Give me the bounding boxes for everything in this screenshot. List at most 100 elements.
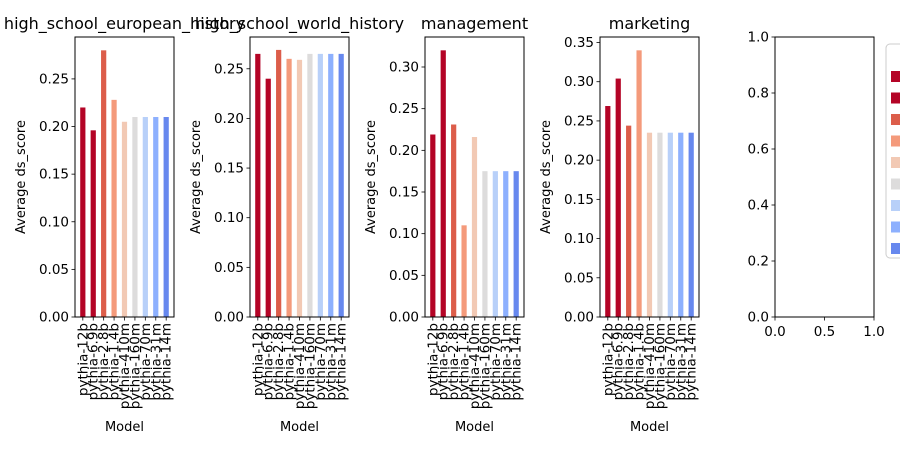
x-tick-label: pythia-1.4b [107,323,123,400]
bar-pythia-410m [296,59,303,318]
x-tick-label: pythia-6.9b [436,323,452,400]
bar-pythia-70m [492,171,498,317]
y-tick-label: 0.15 [564,192,594,208]
plot-frame [774,36,875,318]
bar-pythia-1.4b [636,50,642,317]
x-tick-label: pythia-12b [250,323,266,396]
y-tick-label: 0.20 [389,143,419,159]
x-tick-label: pythia-14m [684,323,700,401]
y-axis-label: Average ds_score [14,120,29,234]
legend-swatch [891,178,900,190]
y-tick-label: 0.30 [389,60,419,76]
y-axis-label: Average ds_score [539,120,554,234]
bar-pythia-160m [657,132,663,317]
bar-pythia-6.9b [265,78,271,317]
bar-pythia-2.8b [276,49,282,317]
y-tick-label: 0.25 [389,101,419,117]
bar-pythia-70m [142,117,148,317]
x-tick-label: pythia-6.9b [86,323,102,400]
bar-pythia-6.9b [90,130,96,317]
y-axis-label: Average ds_score [189,120,204,234]
bar-pythia-2.8b [451,124,457,317]
bar-pythia-1.4b [286,58,292,318]
bar-pythia-410m [646,132,653,317]
y-tick-label: 0.10 [39,214,69,230]
bar-pythia-14m [513,171,519,317]
x-tick-label: pythia-2.8b [621,323,637,400]
y-tick-label: 0.25 [564,113,594,129]
bar-pythia-31m [678,132,684,317]
bar-pythia-6.9b [440,50,446,317]
x-tick-label: pythia-1.4b [457,323,473,400]
panel-3: 0.000.050.100.150.200.250.30pythia-12bpy… [364,14,528,435]
bar-pythia-6.9b [615,78,621,317]
bar-pythia-160m [132,117,138,317]
bar-pythia-31m [153,117,159,317]
x-tick-label: pythia-410m [642,323,658,409]
y-tick-label: 0.05 [564,270,594,286]
x-tick-label: pythia-160m [302,323,318,409]
y-tick-label: 0.25 [39,71,69,87]
x-tick-label: pythia-70m [663,323,679,401]
x-tick-label: pythia-1.4b [282,323,298,400]
x-tick-label: pythia-2.8b [446,323,462,400]
x-tick-label: pythia-14m [509,323,525,401]
x-tick-label: pythia-70m [313,323,329,401]
y-tick-label: 0.00 [214,310,244,326]
bar-pythia-410m [471,137,478,317]
y-tick-label: 0.0 [748,310,769,326]
x-axis-label: Model [280,420,319,435]
x-tick-label: pythia-31m [148,323,164,401]
x-tick-label: pythia-31m [498,323,514,401]
x-tick-label: pythia-410m [117,323,133,409]
bar-pythia-12b [255,53,261,317]
x-tick-label: pythia-31m [673,323,689,401]
x-tick-label: 1.0 [863,324,884,340]
legend-swatch [891,114,900,125]
bar-pythia-31m [328,53,334,317]
y-tick-label: 0.4 [748,198,769,214]
bar-pythia-12b [430,134,436,317]
y-tick-label: 0.05 [214,260,244,276]
y-tick-label: 0.35 [564,35,594,51]
legend-swatch [891,221,900,233]
bar-pythia-12b [80,107,86,317]
y-tick-label: 0.15 [214,161,244,177]
x-tick-label: pythia-6.9b [261,323,277,400]
y-tick-label: 0.10 [389,226,419,242]
legend-swatch [891,135,900,147]
x-tick-label: pythia-12b [425,323,441,396]
bar-pythia-160m [482,171,488,317]
x-tick-label: pythia-12b [600,323,616,396]
y-tick-label: 0.20 [39,119,69,135]
bar-pythia-410m [121,121,128,317]
y-tick-label: 0.20 [564,153,594,169]
y-tick-label: 0.6 [748,142,769,158]
x-tick-label: pythia-160m [127,323,143,409]
panel-2: 0.000.050.100.150.200.25pythia-12bpythia… [189,14,404,435]
panel-4: 0.00 0.05 0.10 0.15 0.20 0.25 0.30 0.35 pythia-1… [539,14,700,435]
bar-pythia-14m [688,132,694,317]
x-axis-label: Model [105,420,144,435]
legend-swatch [891,157,900,168]
x-axis-label: Model [630,420,669,435]
y-tick-label: 0.2 [748,254,769,270]
x-tick-label: pythia-12b [75,323,91,396]
y-tick-label: 0.05 [389,268,419,284]
y-axis-label: Average ds_score [364,120,379,234]
bar-pythia-1.4b [111,99,117,317]
x-tick-label: pythia-410m [467,323,483,409]
x-tick-label: pythia-70m [138,323,154,401]
y-tick-label: 0.15 [389,185,419,201]
y-tick-label: 1.0 [748,30,769,46]
panel-title: high_school_european_history [4,14,245,34]
x-tick-label: pythia-2.8b [271,323,287,400]
y-tick-label: 0.05 [39,262,69,278]
bar-pythia-160m [307,53,313,317]
bar-pythia-2.8b [101,50,107,317]
x-tick-label: pythia-160m [477,323,493,409]
bar-pythia-14m [338,53,344,317]
x-tick-label: 0.5 [814,324,835,340]
y-tick-label: 0.10 [214,210,244,226]
